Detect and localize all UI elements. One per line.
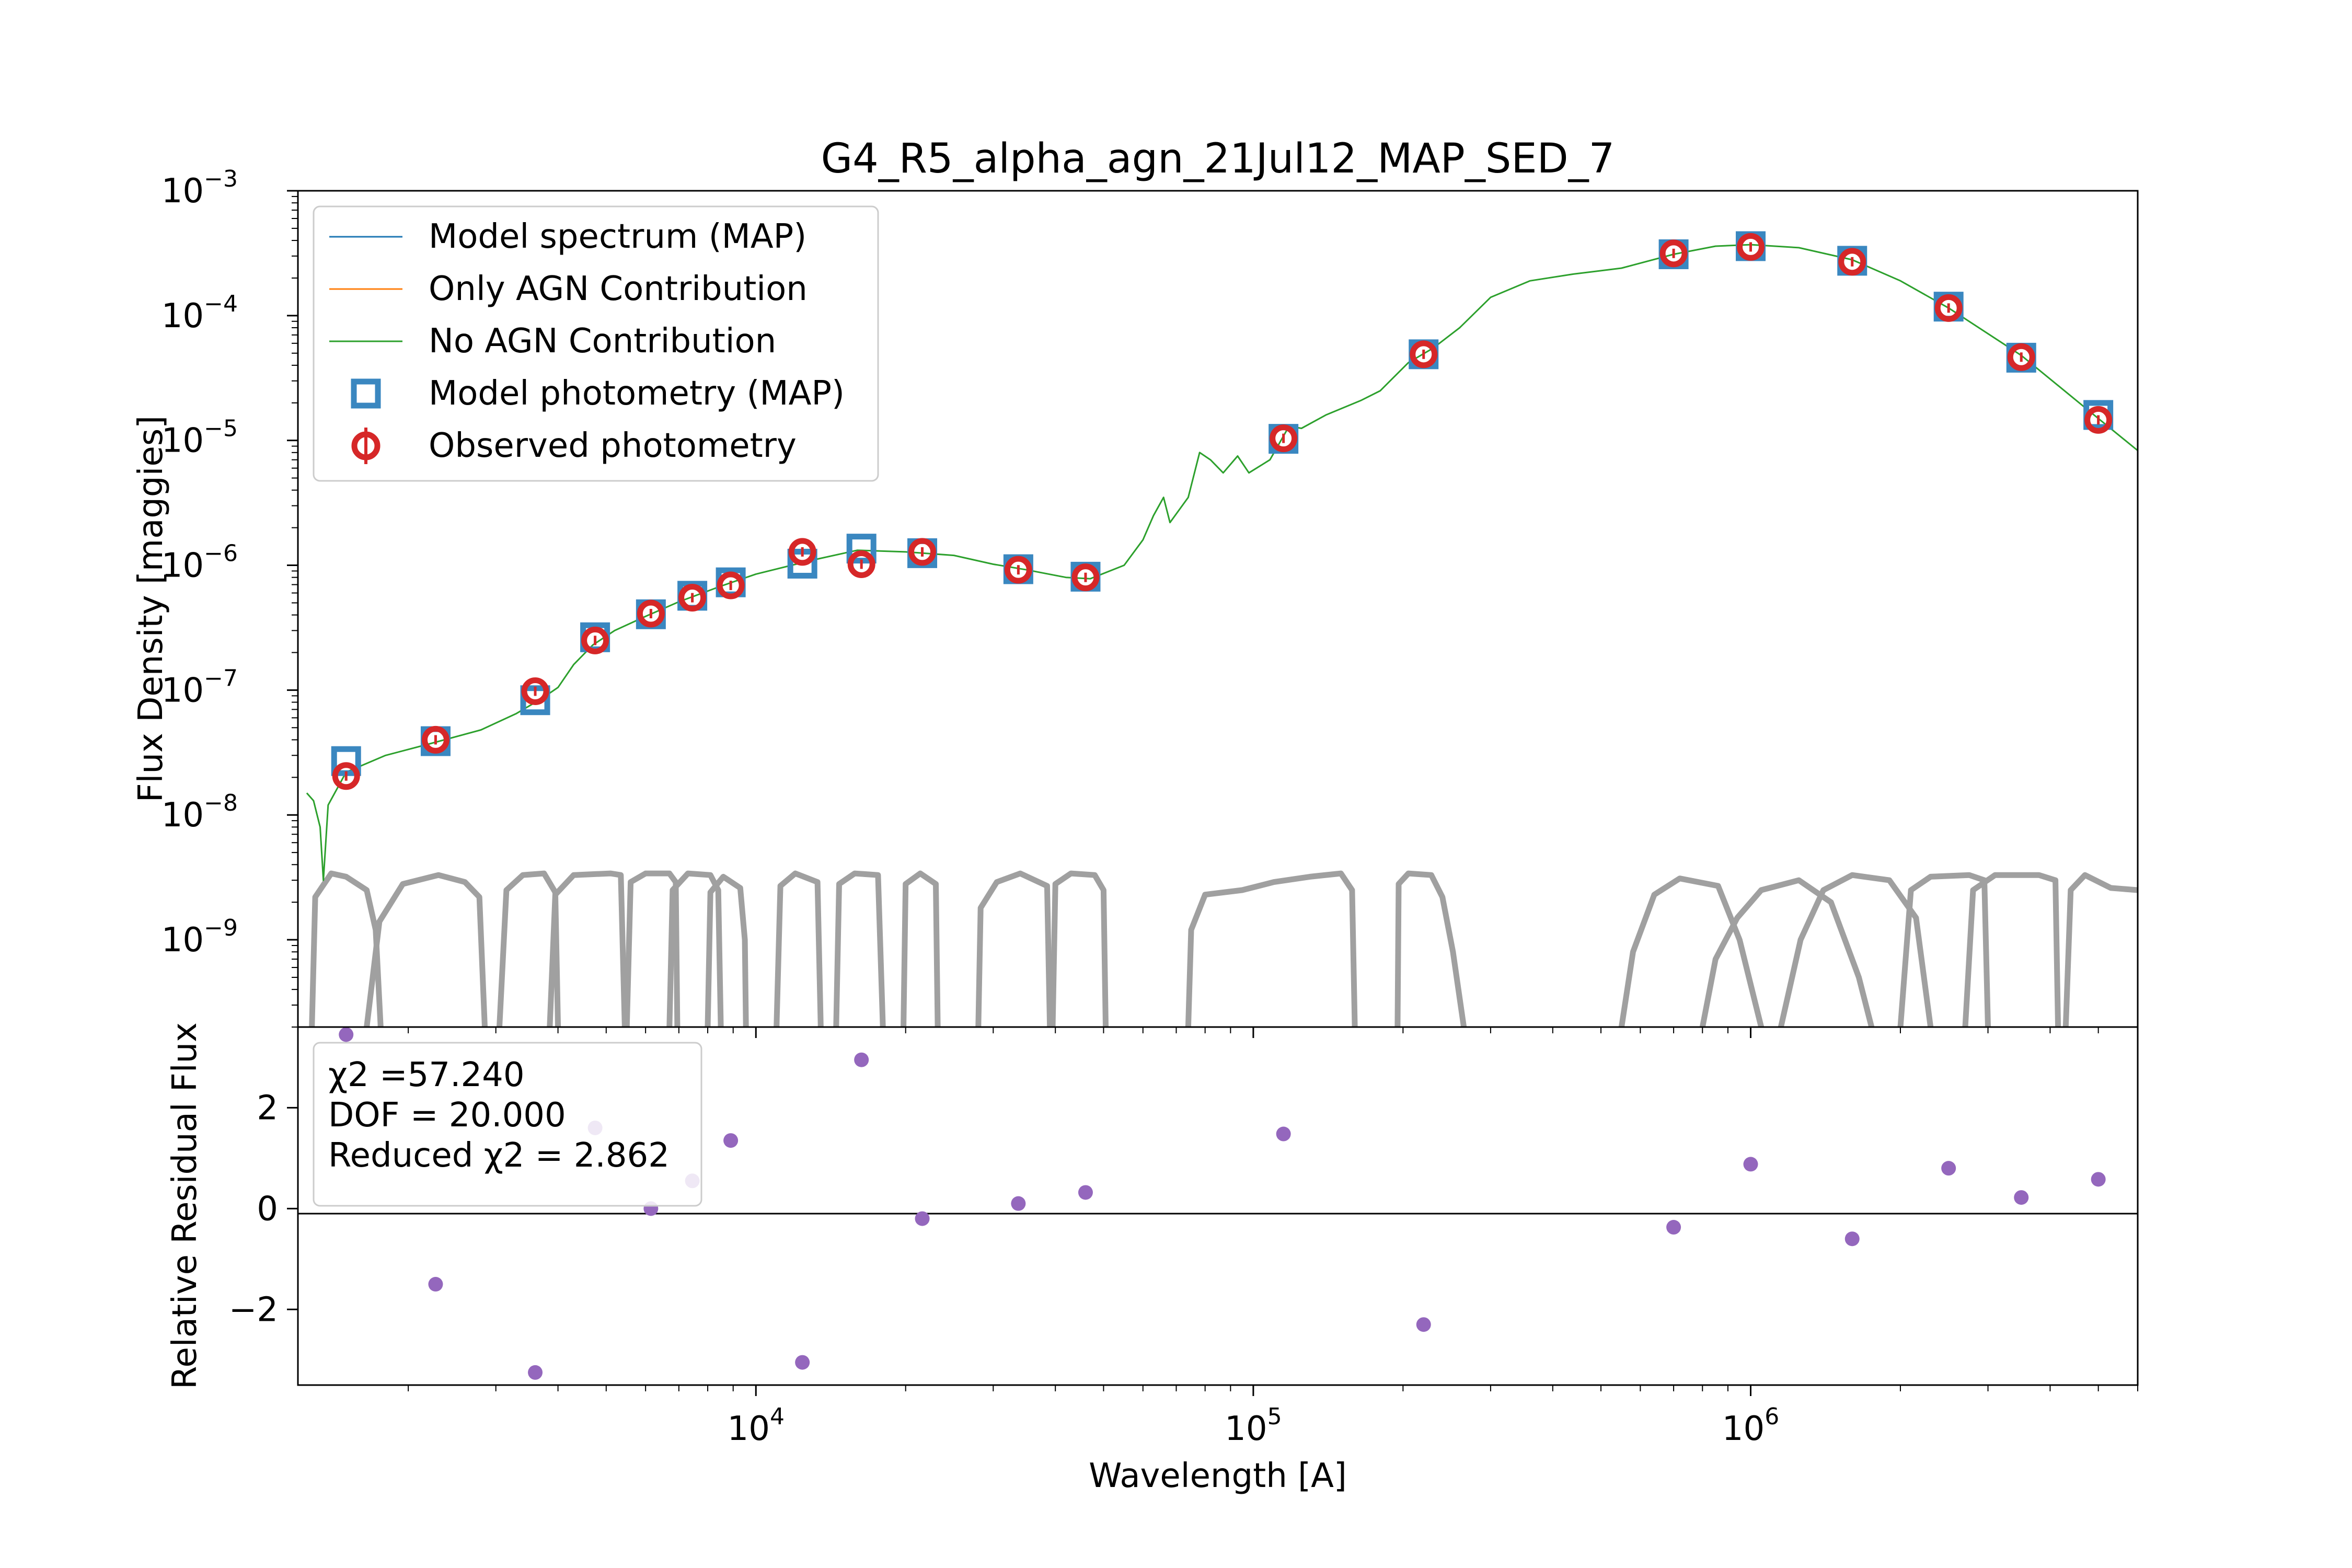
filter-curve-11	[975, 870, 1053, 1027]
legend-box	[313, 205, 879, 482]
observed-photometry-point	[678, 584, 707, 612]
filter-curve-18	[1897, 872, 1991, 1027]
x-tick-label: 104	[728, 1403, 785, 1448]
residual-point	[1011, 1196, 1026, 1211]
residual-y-tick-label: 2	[257, 1089, 278, 1127]
filter-curve-2	[364, 872, 488, 1027]
filter-curve-10	[901, 870, 941, 1027]
residual-point	[1078, 1185, 1093, 1200]
residual-point	[795, 1355, 810, 1370]
observed-photometry-point	[421, 725, 449, 754]
legend-swatch-model-photometry	[351, 378, 381, 409]
residual-point	[1844, 1231, 1860, 1247]
residual-point	[528, 1365, 543, 1380]
residual-panel-frame	[297, 1026, 2139, 1386]
observed-photometry-point	[1270, 424, 1298, 453]
top-y-ticks: 10−3 10−4 10−5 10−6 10−7 10−8 10−9	[162, 166, 298, 1028]
observed-photometry-point	[2084, 406, 2113, 434]
stats-box-frame	[313, 1042, 702, 1207]
legend: Model spectrum (MAP) Only AGN Contributi…	[313, 205, 879, 482]
residual-point	[1416, 1317, 1431, 1332]
residual-point	[2014, 1190, 2029, 1205]
filter-curve-16	[1699, 877, 1875, 1027]
residual-point	[2091, 1172, 2106, 1187]
y-tick-label: 10−3	[162, 166, 238, 211]
observed-photometry-point	[581, 626, 609, 654]
observed-photometry-point	[788, 538, 816, 566]
observed-photometry-point	[1838, 248, 1866, 276]
observed-photometry-point	[637, 599, 665, 628]
filter-curve-19	[1962, 872, 2061, 1027]
filter-curve-5	[624, 870, 681, 1027]
observed-photometry-point	[1736, 233, 1765, 261]
filter-curve-9	[833, 870, 886, 1027]
residual-point	[1276, 1126, 1291, 1142]
observed-photometry-point	[1410, 340, 1438, 368]
residual-point	[1941, 1161, 1956, 1176]
y-axis-label-residual: Relative Residual Flux	[166, 1022, 204, 1389]
filter-curve-12	[1050, 870, 1109, 1027]
residual-point	[1666, 1220, 1681, 1235]
residual-point	[915, 1211, 930, 1226]
filter-curve-6	[666, 870, 724, 1027]
observed-photometry-point	[847, 550, 875, 578]
y-tick-label: 10−9	[162, 915, 238, 960]
filter-curve-13	[1185, 870, 1358, 1027]
observed-photometry-point	[717, 571, 745, 599]
filter-curve-20	[2062, 872, 2138, 1027]
observed-photometry-point	[1659, 239, 1688, 268]
legend-label-model-photometry: Model photometry (MAP)	[429, 374, 845, 413]
observed-photometry-point	[1004, 556, 1032, 584]
y-tick-label: 10−7	[162, 665, 238, 710]
stats-reduced-chi2: Reduced χ2 = 2.862	[328, 1136, 670, 1175]
legend-label-no-agn: No AGN Contribution	[429, 322, 776, 361]
y-tick-label: 10−4	[162, 291, 238, 336]
observed-photometry-point	[521, 677, 549, 705]
legend-label-model-spectrum: Model spectrum (MAP)	[429, 217, 806, 256]
observed-photometry-point	[908, 538, 937, 566]
observed-photometry-point	[2007, 343, 2035, 371]
x-axis-label: Wavelength [A]	[1089, 1457, 1347, 1495]
filter-curve-4	[547, 870, 628, 1027]
filter-curve-14	[1394, 870, 1467, 1027]
filter-curves-layer	[309, 870, 2138, 1027]
filter-curve-15	[1618, 875, 1765, 1027]
observed-photometry-point	[1934, 294, 1963, 322]
residual-point	[1743, 1157, 1758, 1172]
y-tick-label: 10−5	[162, 416, 238, 460]
filter-curve-17	[1778, 872, 1934, 1027]
x-tick-label: 105	[1225, 1403, 1282, 1448]
legend-swatch-observed-photometry	[351, 428, 381, 464]
residual-point	[339, 1027, 354, 1042]
observed-photometry-point	[332, 762, 360, 790]
legend-label-only-agn: Only AGN Contribution	[429, 270, 808, 308]
legend-label-observed-photometry: Observed photometry	[429, 426, 797, 465]
residual-point	[723, 1133, 739, 1148]
x-tick-label: 106	[1722, 1403, 1779, 1448]
residual-point	[428, 1277, 443, 1292]
observed-photometry-layer	[332, 233, 2113, 790]
stats-chi2: χ2 =57.240	[328, 1056, 525, 1094]
bottom-y-ticks: 2 0 −2	[229, 1089, 298, 1329]
filter-curve-8	[774, 870, 824, 1027]
x-ticks: 104 105 106	[408, 1027, 2138, 1448]
stats-dof: DOF = 20.000	[328, 1096, 566, 1135]
chi2-stats-box: χ2 =57.240 DOF = 20.000 Reduced χ2 = 2.8…	[313, 1042, 702, 1207]
observed-photometry-point	[1071, 563, 1100, 592]
residual-y-tick-label: 0	[257, 1190, 278, 1228]
residual-y-tick-label: −2	[229, 1290, 278, 1329]
y-tick-label: 10−8	[162, 790, 238, 835]
chart-title: G4_R5_alpha_agn_21Jul12_MAP_SED_7	[821, 135, 1615, 182]
residual-point	[854, 1052, 869, 1067]
filter-curve-7	[705, 873, 749, 1027]
y-tick-label: 10−6	[162, 540, 238, 585]
y-axis-label-flux: Flux Density [maggies]	[132, 416, 170, 802]
